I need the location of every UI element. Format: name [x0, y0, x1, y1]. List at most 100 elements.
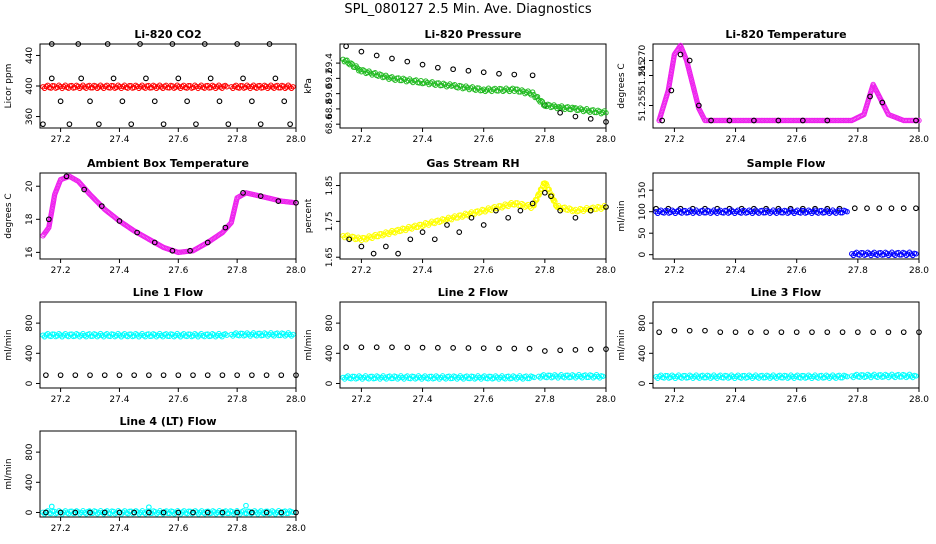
data-point [717, 329, 724, 336]
data-point [352, 64, 358, 70]
data-point [465, 345, 472, 351]
data-point [228, 84, 234, 90]
series-black [45, 173, 299, 254]
plot-frame [339, 301, 607, 389]
y-axis-label: degrees C [4, 193, 14, 238]
data-point [885, 329, 892, 336]
y-tick-label: 440 [25, 47, 35, 64]
data-point [732, 329, 739, 336]
y-tick-label: 360 [25, 108, 35, 125]
data-point [431, 236, 438, 243]
y-tick-label: 400 [25, 344, 35, 361]
data-point [913, 373, 919, 379]
data-point [288, 333, 295, 339]
data-point [480, 222, 487, 228]
y-axis-label: ml/min [617, 329, 627, 360]
data-point [668, 87, 675, 94]
data-point [572, 347, 579, 353]
y-tick-label: 69.2 [325, 68, 335, 88]
x-tick-label: 27.8 [848, 395, 868, 405]
data-point [45, 216, 52, 223]
y-axis-label: percent [304, 198, 314, 233]
data-point [839, 329, 846, 336]
y-tick-label: 400 [638, 344, 648, 361]
data-point [548, 193, 554, 200]
data-point [240, 75, 246, 82]
y-tick-label: 400 [325, 344, 335, 361]
data-point [456, 229, 463, 235]
y-axis-label: Licor ppm [4, 64, 14, 109]
data-point [546, 186, 552, 192]
x-tick-label: 27.6 [168, 524, 188, 534]
data-point [278, 509, 285, 516]
data-point [263, 372, 270, 379]
x-tick-label: 27.8 [227, 395, 247, 405]
data-point [476, 374, 483, 381]
panel-3: Li-820 Temperature degrees C 27.2 27.4 27.6 2… [617, 28, 929, 145]
y-axis-label: ml/min [4, 458, 14, 489]
data-point [789, 373, 796, 380]
data-point [204, 239, 211, 246]
data-point [343, 344, 349, 351]
panel-title: Line 1 Flow [133, 286, 203, 299]
x-tick-label: 28.0 [286, 135, 306, 145]
x-tick-label: 27.2 [51, 395, 71, 405]
data-point [465, 67, 472, 74]
data-point [104, 41, 111, 47]
data-point [143, 75, 149, 82]
x-tick-label: 27.4 [413, 135, 433, 145]
x-tick-label: 27.4 [109, 266, 129, 276]
y-axis-label: kPa [304, 78, 314, 94]
data-point [48, 75, 55, 82]
data-point [160, 121, 167, 128]
series-black [343, 43, 609, 125]
panel-7: Line 1 Flow ml/min 27.2 27.4 27.6 27.8 28.0 0 40… [4, 286, 306, 405]
panel-4: Ambient Box Temperature degrees C 27.2 27.4… [4, 157, 306, 276]
x-tick-label: 28.0 [286, 524, 306, 534]
data-point [234, 372, 240, 379]
data-point [505, 87, 511, 93]
series-red [228, 82, 296, 92]
y-tick-label: 68.8 [325, 99, 335, 119]
data-point [395, 250, 401, 257]
y-tick-label: 18 [25, 213, 35, 225]
data-point [87, 98, 93, 105]
data-point [671, 327, 678, 334]
data-point [870, 329, 876, 336]
data-point [855, 329, 861, 336]
data-point [468, 214, 475, 221]
x-tick-label: 27.2 [51, 135, 71, 145]
data-point [653, 373, 659, 380]
x-tick-label: 27.6 [474, 395, 494, 405]
data-point [151, 98, 158, 105]
x-tick-label: 27.8 [227, 135, 247, 145]
data-point [751, 373, 757, 380]
panel-title: Li-820 Pressure [425, 28, 522, 41]
data-point [557, 347, 563, 354]
x-tick-label: 27.4 [726, 395, 746, 405]
data-point [176, 332, 182, 338]
data-point [913, 117, 919, 124]
data-point [169, 41, 176, 47]
data-point [747, 329, 754, 336]
y-tick-label: 0 [638, 380, 648, 386]
x-tick-label: 28.0 [596, 395, 616, 405]
x-tick-label: 27.8 [848, 266, 868, 276]
data-point [603, 110, 609, 116]
data-point [708, 117, 714, 124]
x-tick-label: 27.8 [535, 135, 555, 145]
panel-title: Li-820 CO2 [134, 28, 201, 41]
data-point [240, 189, 246, 196]
series-blue [653, 207, 850, 216]
data-point [265, 85, 271, 92]
data-point [87, 509, 93, 516]
y-axis-label: ml/min [4, 329, 14, 360]
data-point [450, 345, 456, 351]
x-tick-label: 27.8 [227, 524, 247, 534]
data-point [763, 329, 769, 336]
data-point [537, 99, 543, 105]
data-point [404, 58, 411, 65]
series-cyan [849, 371, 919, 381]
y-tick-label: 51.255 [638, 90, 648, 122]
